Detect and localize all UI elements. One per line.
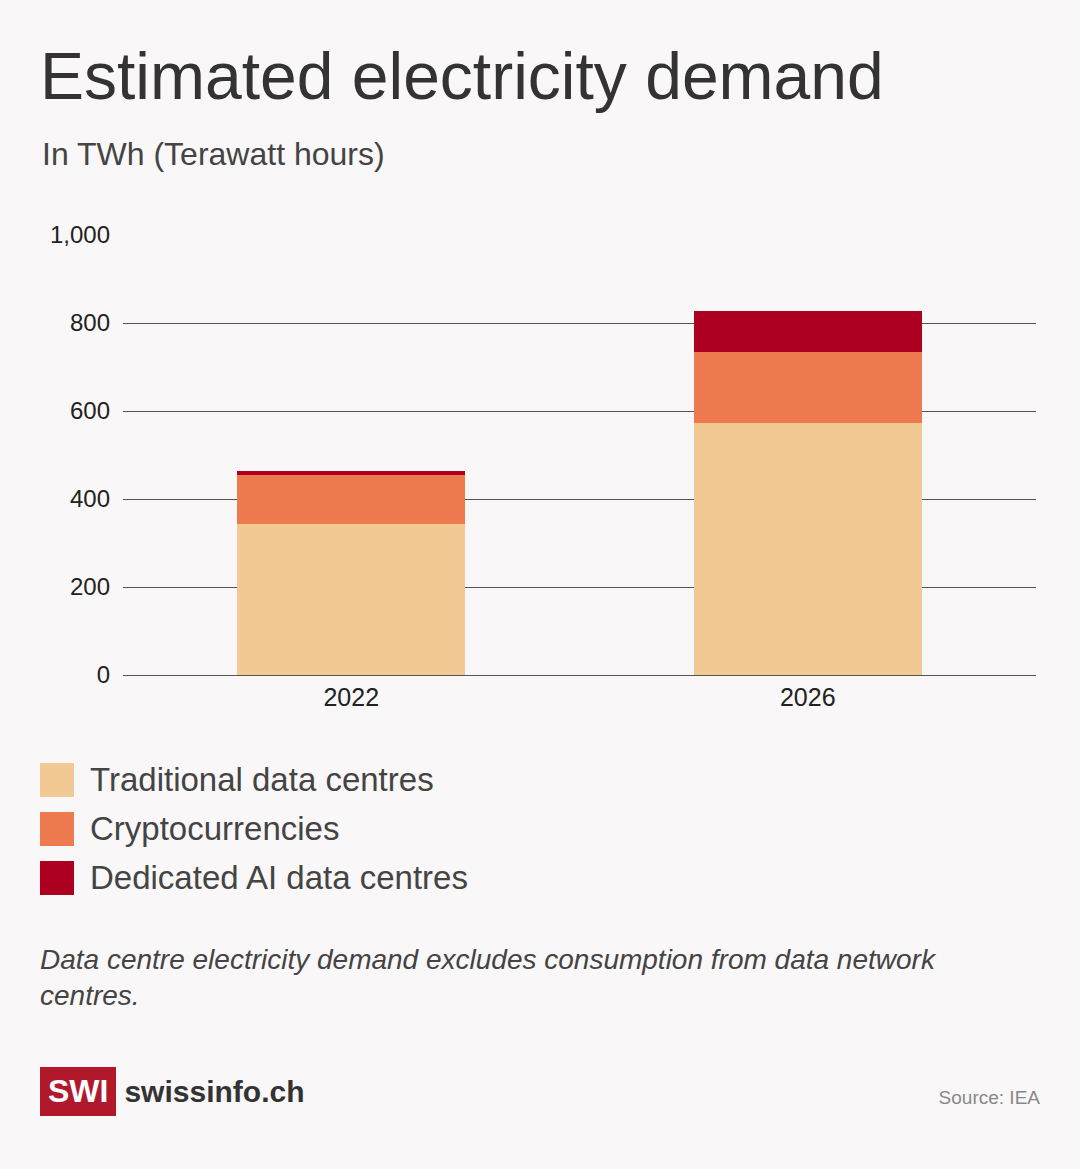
svg-text:1,000: 1,000 xyxy=(50,221,110,248)
html-text:Estimated electricity demand: Estimated electricity demand xyxy=(40,39,884,113)
html-text:Source: IEA: Source: IEA xyxy=(938,1087,1040,1108)
svg-text:400: 400 xyxy=(70,485,110,512)
html-text:SWI: SWI xyxy=(48,1073,109,1109)
svg-text:2022: 2022 xyxy=(323,683,379,711)
html-text:swissinfo.ch: swissinfo.ch xyxy=(124,1074,305,1108)
svg-text:600: 600 xyxy=(70,397,110,424)
html-text:In TWh (Terawatt hours): In TWh (Terawatt hours) xyxy=(42,136,385,172)
svg-text:2026: 2026 xyxy=(780,683,836,711)
svg-text:800: 800 xyxy=(70,309,110,336)
html-text:Cryptocurrencies: Cryptocurrencies xyxy=(90,809,340,847)
svg-text:200: 200 xyxy=(70,573,110,600)
html-text:Dedicated AI data centres: Dedicated AI data centres xyxy=(90,858,468,896)
html-text:Data centre electricity demand: Data centre electricity demand excludes … xyxy=(40,944,935,1011)
svg-text:0: 0 xyxy=(97,661,110,688)
html-text:Traditional data centres: Traditional data centres xyxy=(90,760,434,798)
